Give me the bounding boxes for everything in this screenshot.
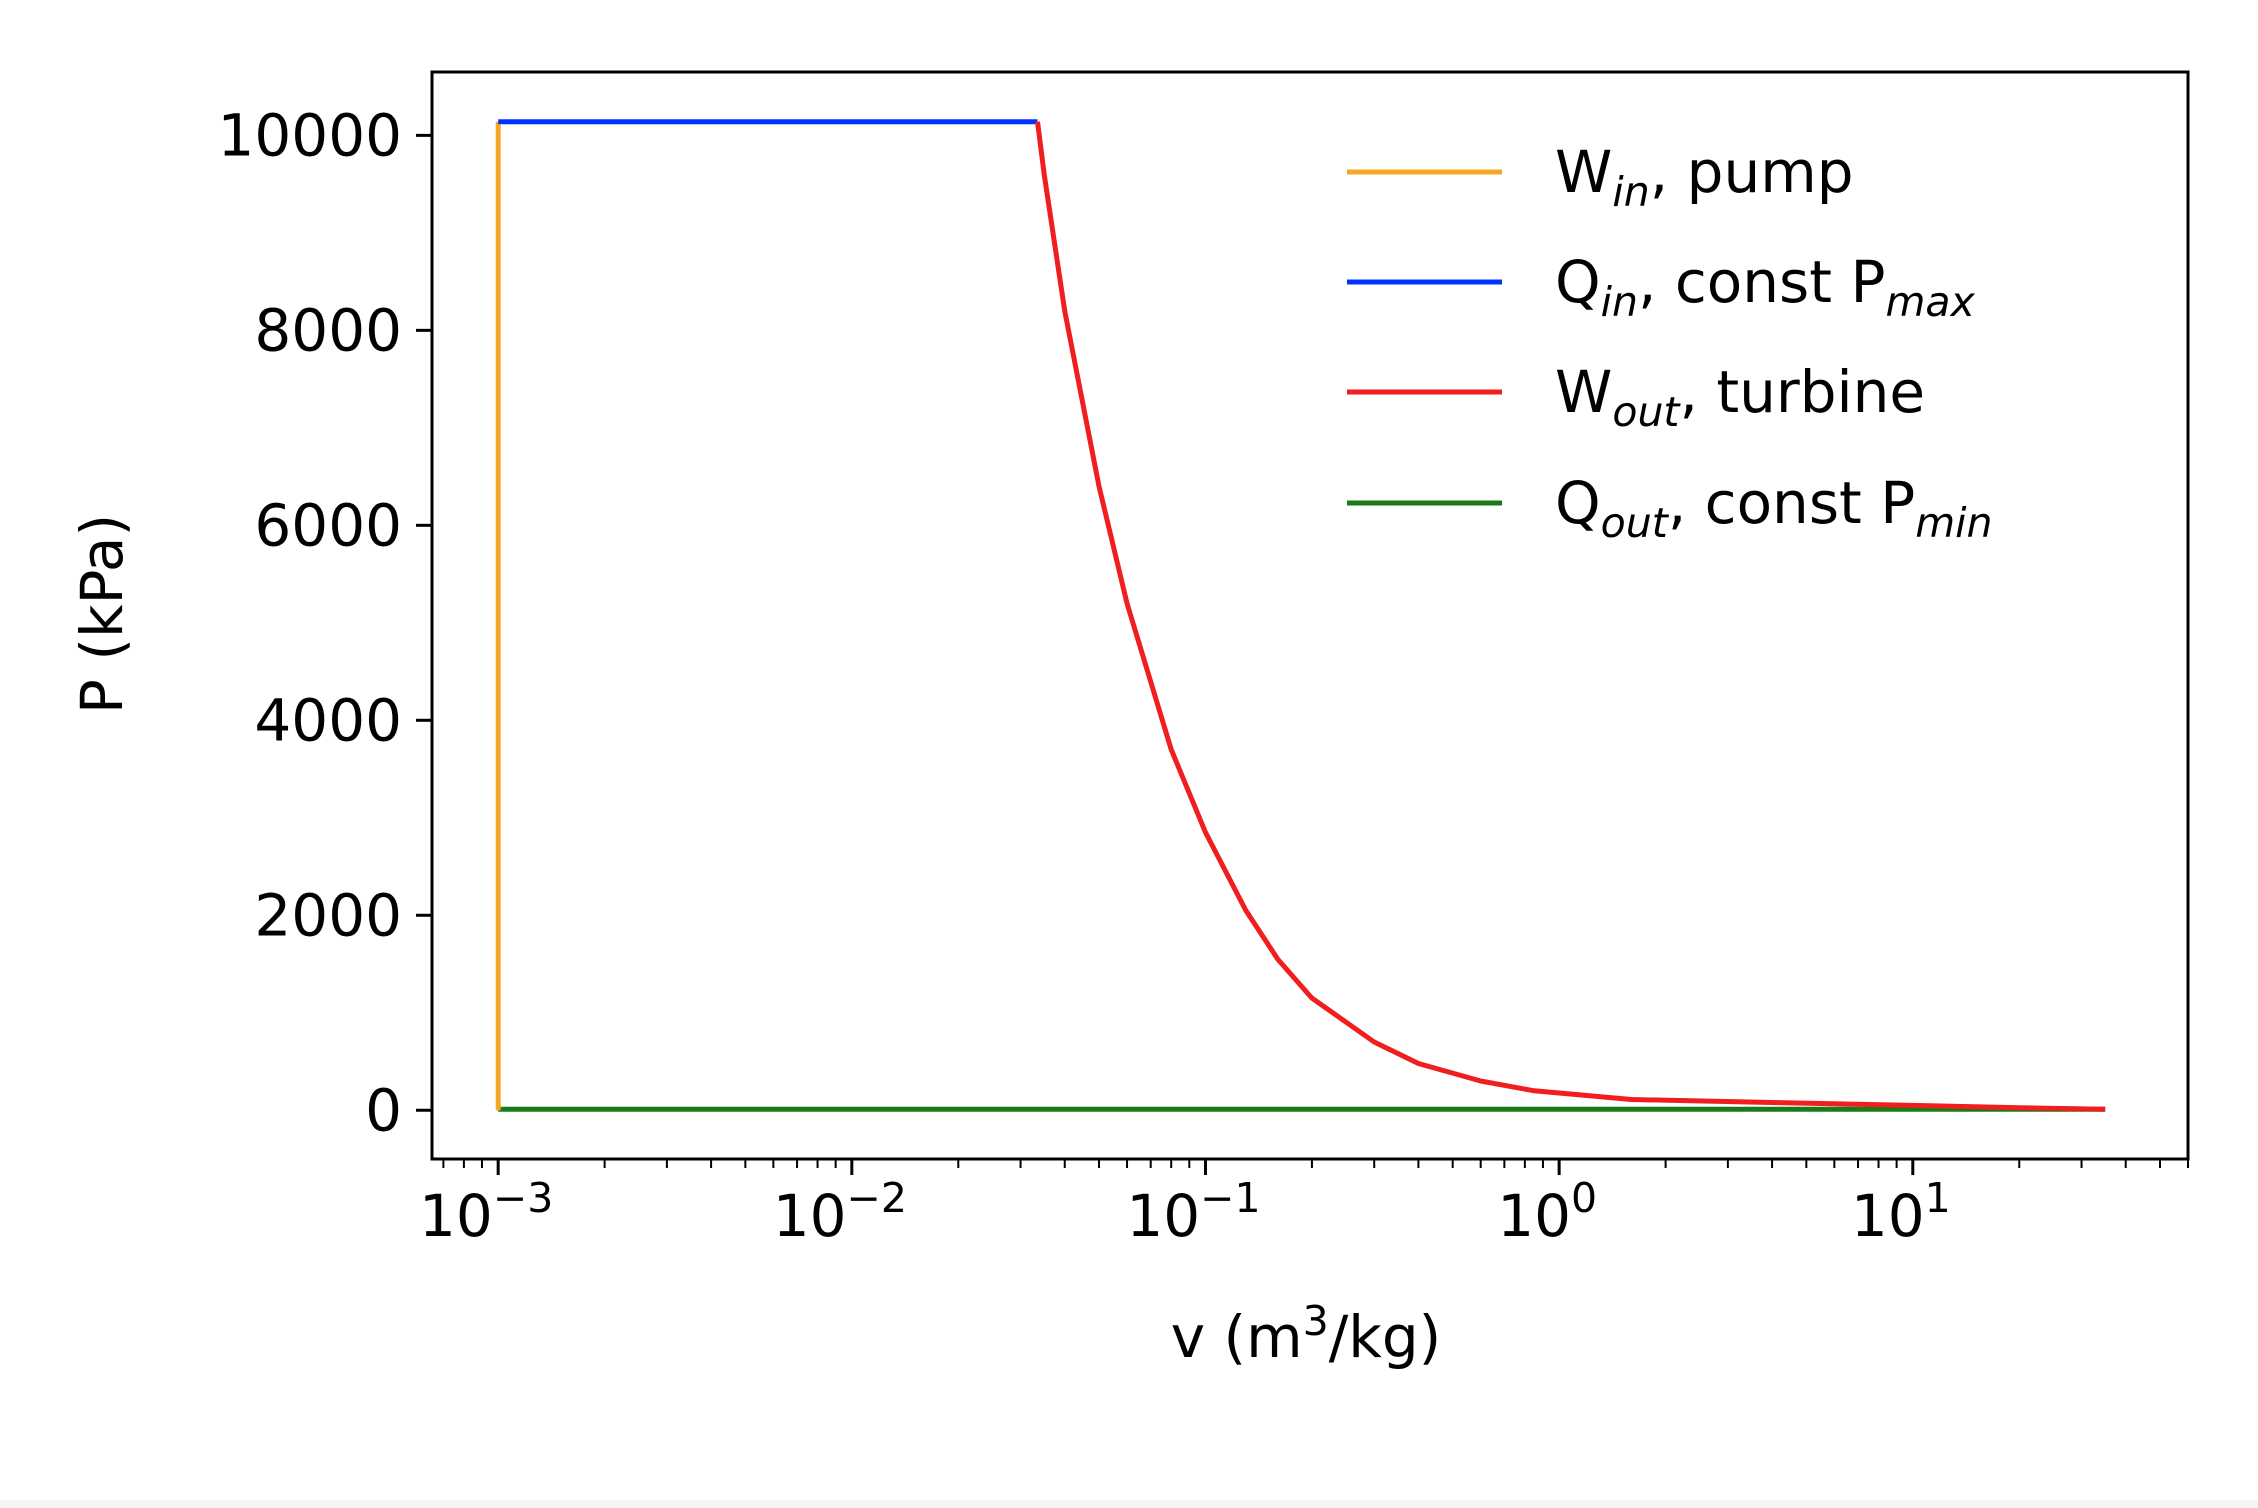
x-tick-label: 10−3	[419, 1174, 553, 1250]
y-tick-label: 6000	[254, 491, 402, 559]
legend-item: Qout, const Pmin	[1347, 469, 1993, 547]
series-line-2	[1035, 121, 2106, 1112]
bottom-strip	[0, 1500, 2258, 1508]
legend-item: Win, pump	[1347, 138, 1854, 216]
y-tick-label: 8000	[254, 296, 402, 364]
legend-item: Wout, turbine	[1347, 358, 1925, 436]
y-axis-label: P (kPa)	[68, 514, 136, 714]
x-tick-label: 10−1	[1126, 1174, 1260, 1250]
x-tick-label: 101	[1851, 1174, 1951, 1250]
legend-label: Qin, const Pmax	[1555, 248, 1976, 326]
y-tick-label: 0	[365, 1076, 402, 1144]
plot-lines	[495, 119, 2106, 1112]
y-tick-label: 10000	[217, 101, 402, 169]
y-tick-label: 4000	[254, 686, 402, 754]
x-tick-label: 10−2	[773, 1174, 907, 1250]
x-axis-label: v (m3/kg)	[1171, 1297, 1442, 1371]
legend-item: Qin, const Pmax	[1347, 248, 1976, 326]
y-axis-ticks: 0 2000 4000 6000 8000 10000	[217, 101, 432, 1144]
x-tick-label: 100	[1497, 1174, 1597, 1250]
y-tick-label: 2000	[254, 881, 402, 949]
legend: Win, pump Qin, const Pmax Wout, turbine Qou…	[1347, 138, 1993, 547]
plot-frame	[430, 70, 2190, 1161]
x-axis-ticks: 10−3 10−2 10−1 100 101	[419, 1159, 2189, 1250]
legend-label: Wout, turbine	[1555, 358, 1925, 436]
legend-label: Win, pump	[1555, 138, 1854, 216]
legend-label: Qout, const Pmin	[1555, 469, 1993, 547]
